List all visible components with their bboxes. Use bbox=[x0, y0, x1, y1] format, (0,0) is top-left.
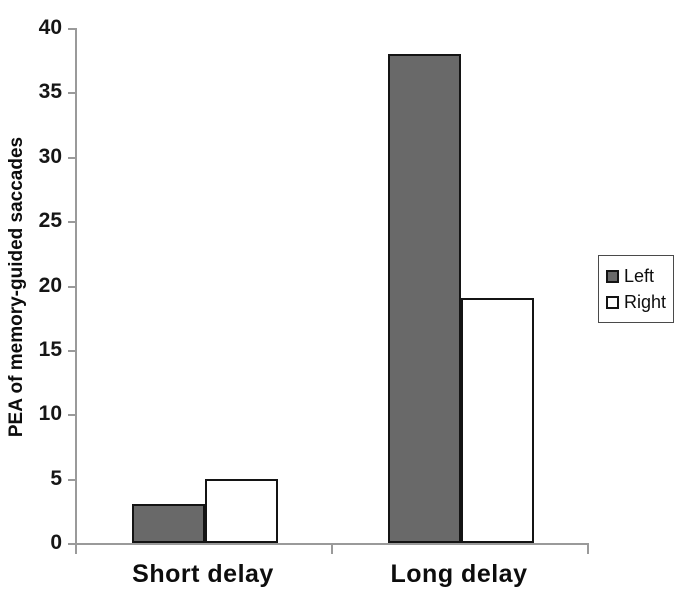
legend-label-right: Right bbox=[624, 291, 667, 312]
y-tick-label-30: 30 bbox=[38, 145, 62, 168]
x-tick-mark-2 bbox=[587, 545, 589, 554]
legend-item-right: Right bbox=[606, 289, 667, 315]
y-tick-mark-5 bbox=[68, 479, 75, 481]
y-tick-mark-10 bbox=[68, 414, 75, 416]
y-tick-mark-30 bbox=[68, 157, 75, 159]
y-tick-mark-40 bbox=[68, 28, 75, 30]
y-tick-label-10: 10 bbox=[38, 402, 62, 425]
x-tick-mark-0 bbox=[75, 545, 77, 554]
y-tick-label-40: 40 bbox=[38, 16, 62, 39]
bar-right-short-delay bbox=[205, 479, 278, 543]
legend-label-left: Left bbox=[624, 265, 655, 286]
bar-right-long-delay bbox=[461, 298, 534, 543]
y-tick-label-25: 25 bbox=[38, 209, 62, 232]
x-tick-mark-1 bbox=[331, 545, 333, 554]
bar-left-long-delay bbox=[388, 54, 461, 543]
plot-area bbox=[75, 28, 589, 545]
y-tick-mark-35 bbox=[68, 92, 75, 94]
legend-item-left: Left bbox=[606, 263, 667, 289]
x-category-label-short-delay: Short delay bbox=[132, 560, 274, 588]
x-category-label-long-delay: Long delay bbox=[390, 560, 528, 588]
legend: Left Right bbox=[598, 255, 674, 323]
y-tick-mark-0 bbox=[68, 543, 75, 545]
y-tick-mark-25 bbox=[68, 221, 75, 223]
y-tick-label-0: 0 bbox=[50, 531, 62, 554]
y-tick-mark-20 bbox=[68, 286, 75, 288]
bar-left-short-delay bbox=[132, 504, 205, 543]
legend-swatch-left bbox=[606, 269, 619, 283]
y-tick-label-35: 35 bbox=[38, 80, 62, 103]
y-tick-mark-15 bbox=[68, 350, 75, 352]
y-tick-label-5: 5 bbox=[50, 467, 62, 490]
legend-swatch-right bbox=[606, 295, 619, 309]
y-tick-label-20: 20 bbox=[38, 274, 62, 297]
y-tick-label-15: 15 bbox=[38, 338, 62, 361]
